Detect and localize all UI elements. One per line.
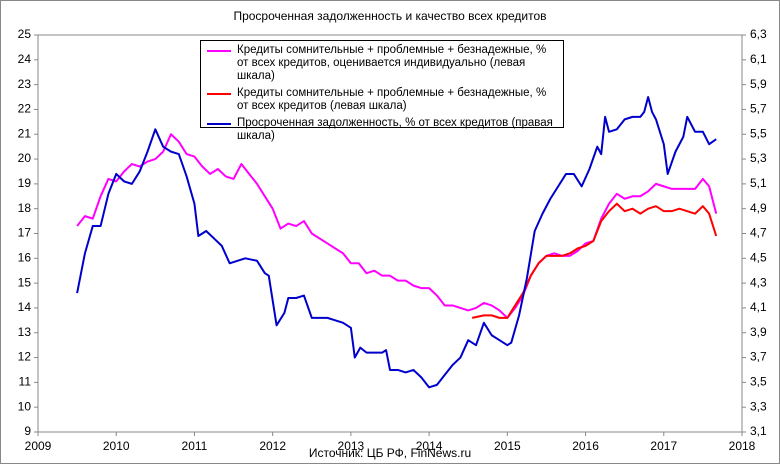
legend-item: Кредиты сомнительные + проблемные + безн… (205, 87, 559, 113)
legend-label: Кредиты сомнительные + проблемные + безн… (237, 44, 547, 82)
y-tick-label: 17 (18, 226, 32, 240)
y2-tick-label: 5,7 (750, 102, 767, 116)
chart-title: Просроченная задолженность и качество вс… (233, 9, 546, 23)
y-tick-label: 24 (18, 52, 32, 66)
source-note: Источник: ЦБ РФ, FinNews.ru (309, 446, 471, 460)
y2-tick-label: 5,9 (750, 77, 767, 91)
x-tick-label: 2016 (572, 439, 599, 453)
y2-tick-label: 6,3 (750, 27, 767, 41)
series-line (471, 202, 718, 319)
x-tick-label: 2014 (416, 439, 443, 453)
y-tick-label: 16 (18, 250, 32, 264)
legend-swatch (207, 123, 231, 125)
y-tick-label: 19 (18, 176, 32, 190)
legend-swatch (207, 93, 231, 95)
y2-tick-label: 4,5 (750, 250, 767, 264)
series-line (76, 96, 717, 389)
y2-tick-label: 6,1 (750, 52, 767, 66)
legend-label: Просроченная задолженность, % от всех кр… (237, 117, 553, 142)
y-tick-label: 22 (18, 102, 32, 116)
y-tick-label: 13 (18, 325, 32, 339)
legend-swatch (207, 50, 231, 52)
y2-tick-label: 4,7 (750, 226, 767, 240)
y-tick-label: 9 (24, 424, 31, 438)
series-line (76, 133, 718, 319)
y2-tick-label: 4,3 (750, 275, 767, 289)
y2-tick-label: 3,7 (750, 350, 767, 364)
legend-item: Кредиты сомнительные + проблемные + безн… (205, 44, 559, 83)
y2-tick-label: 3,5 (750, 375, 767, 389)
x-tick-label: 2009 (25, 439, 52, 453)
y2-tick-label: 4,9 (750, 201, 767, 215)
y-tick-label: 25 (18, 27, 32, 41)
x-tick-label: 2018 (729, 439, 756, 453)
y-tick-label: 14 (18, 300, 32, 314)
legend: Кредиты сомнительные + проблемные + безн… (200, 40, 564, 142)
legend-item: Просроченная задолженность, % от всех кр… (205, 117, 559, 143)
x-tick-label: 2015 (494, 439, 521, 453)
y-tick-label: 21 (18, 126, 32, 140)
x-tick-label: 2011 (182, 439, 208, 453)
y2-tick-label: 3,1 (750, 424, 767, 438)
y-tick-label: 18 (18, 201, 32, 215)
x-tick-label: 2013 (338, 439, 365, 453)
y2-tick-label: 5,5 (750, 126, 767, 140)
y-tick-label: 23 (18, 77, 32, 91)
y2-tick-label: 3,9 (750, 325, 767, 339)
y-tick-label: 12 (18, 350, 32, 364)
y-tick-label: 15 (18, 275, 32, 289)
y2-tick-label: 5,3 (750, 151, 767, 165)
legend-label: Кредиты сомнительные + проблемные + безн… (237, 87, 547, 112)
y-tick-label: 20 (18, 151, 32, 165)
x-tick-label: 2017 (650, 439, 677, 453)
y-tick-label: 11 (19, 375, 32, 389)
y2-tick-label: 4,1 (750, 300, 767, 314)
x-tick-label: 2010 (103, 439, 130, 453)
x-tick-label: 2012 (259, 439, 286, 453)
y2-tick-label: 5,1 (750, 176, 767, 190)
y2-tick-label: 3,3 (750, 399, 767, 413)
y-tick-label: 10 (18, 399, 32, 413)
